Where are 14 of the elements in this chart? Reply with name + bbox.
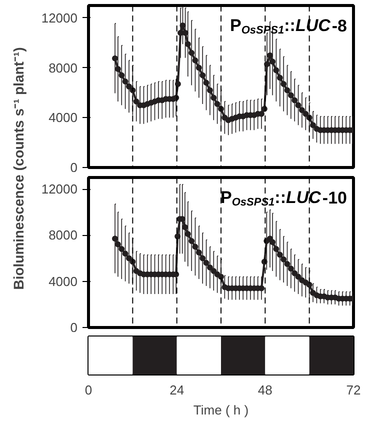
y-tick-label: 8000 <box>48 60 78 76</box>
y-tick-label: 8000 <box>48 228 78 243</box>
x-tick-label: 48 <box>258 382 272 398</box>
x-axis-title: Time ( h ) <box>193 402 249 418</box>
y-tick-label: 4000 <box>48 110 78 126</box>
y-tick-label: 12000 <box>41 182 78 197</box>
x-tick-label: 72 <box>346 382 361 398</box>
y-tick-label: 12000 <box>41 10 78 26</box>
y-tick-label: 0 <box>70 160 78 175</box>
x-tick-label: 0 <box>84 382 92 398</box>
y-axis-title: Bioluminescence (counts s⁻¹ plant⁻¹) <box>10 47 26 290</box>
y-tick-label: 4000 <box>48 274 78 289</box>
y-tick-label: 0 <box>70 320 78 335</box>
x-tick-label: 24 <box>170 382 184 398</box>
